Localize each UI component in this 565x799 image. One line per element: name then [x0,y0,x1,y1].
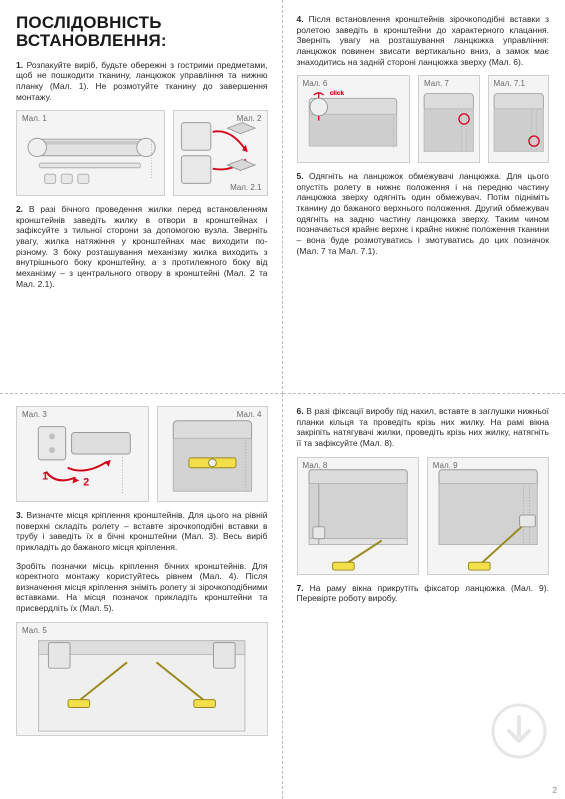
page-title: ПОСЛІДОВНІСТЬ ВСТАНОВЛЕННЯ: [16,14,268,50]
step-num: 6. [297,406,304,416]
watermark-icon [491,703,547,759]
step-body: В разі бічного проведення жилки перед вс… [16,204,268,288]
step-num: 4. [297,14,304,24]
fig71-svg [489,76,548,162]
figure-6: Мал. 6 click click [297,75,411,163]
fig5-svg [17,623,267,735]
figure-5: Мал. 5 [16,622,268,736]
figure-7: Мал. 7 [418,75,479,163]
step-2-text: 2. В разі бічного проведення жилки перед… [16,204,268,289]
step-5-text: 5. Одягніть на ланцюжок обмежувачі ланцю… [297,171,550,256]
step-num: 7. [297,583,304,593]
page-number: 2 [553,786,557,795]
page-grid: ПОСЛІДОВНІСТЬ ВСТАНОВЛЕННЯ: 1. Розпакуйт… [0,0,565,799]
fig-label: Мал. 7.1 [494,79,525,88]
fig-row-1: Мал. 1 Мал. 2 Мал. 2.1 [16,110,268,196]
fig6-svg: click click [298,76,410,162]
fig-label: Мал. 2.1 [230,183,261,192]
figure-9: Мал. 9 [427,457,549,575]
svg-text:click: click [329,90,344,97]
step-num: 1. [16,60,23,70]
quadrant-bottom-right: 6. В разі фіксації виробу під нахил, вст… [283,394,565,799]
step-3-text-a: 3. Визначте місця кріплення кронштейнів.… [16,510,268,553]
figure-3: Мал. 3 1 2 [16,406,149,502]
fig4-svg [158,407,267,501]
figure-2: Мал. 2 Мал. 2.1 [173,110,267,196]
step-body: На раму вікна прикрутіть фіксатор ланцюж… [297,583,549,604]
fig-row-5: Мал. 5 [16,622,268,736]
fig3-svg: 1 2 [17,407,148,501]
step-body: Розпакуйте виріб, будьте обережні з гост… [16,60,268,102]
fig-label: Мал. 3 [22,410,47,419]
fig8-svg [298,458,418,574]
step-body: В разі фіксації виробу під нахил, вставт… [297,406,550,448]
fig-label: Мал. 9 [433,461,458,470]
step-num: 3. [16,510,23,520]
fig-row-6-7: Мал. 6 click click Мал. 7 [297,75,550,163]
step-3-text-b: Зробіть позначки місць кріплення бічних … [16,561,268,614]
quadrant-bottom-left: Мал. 3 1 2 Мал. 4 [0,394,283,799]
figure-7-1: Мал. 7.1 [488,75,549,163]
fig-label: Мал. 8 [303,461,328,470]
figure-1: Мал. 1 [16,110,165,196]
fig-label: Мал. 5 [22,626,47,635]
fig-row-3-4: Мал. 3 1 2 Мал. 4 [16,406,268,502]
quadrant-top-left: ПОСЛІДОВНІСТЬ ВСТАНОВЛЕННЯ: 1. Розпакуйт… [0,0,283,394]
step-body: Одягніть на ланцюжок обмежувачі ланцюжка… [297,171,550,255]
quadrant-top-right: 4. Після встановлення кронштейнів зірочк… [283,0,565,394]
svg-text:2: 2 [83,476,89,488]
fig-label: Мал. 6 [303,79,328,88]
fig-label: Мал. 7 [424,79,449,88]
figure-8: Мал. 8 [297,457,419,575]
step-1-text: 1. Розпакуйте виріб, будьте обережні з г… [16,60,268,103]
fig-row-8-9: Мал. 8 Мал. 9 [297,457,550,575]
fig-label: Мал. 1 [22,114,47,123]
figure-4: Мал. 4 [157,406,268,502]
svg-text:1: 1 [42,470,48,482]
fig1-svg [17,111,164,195]
step-num: 2. [16,204,23,214]
step-body: Після встановлення кронштейнів зірочкопо… [297,14,550,67]
fig9-svg [428,458,548,574]
step-6-text: 6. В разі фіксації виробу під нахил, вст… [297,406,550,449]
step-body: Визначте місця кріплення кронштейнів. Дл… [16,510,268,552]
step-num: 5. [297,171,304,181]
step-body: Зробіть позначки місць кріплення бічних … [16,561,268,614]
step-7-text: 7. На раму вікна прикрутіть фіксатор лан… [297,583,550,604]
step-4-text: 4. Після встановлення кронштейнів зірочк… [297,14,550,67]
fig-label: Мал. 4 [237,410,262,419]
fig-label: Мал. 2 [237,114,262,123]
fig7-svg [419,76,478,162]
